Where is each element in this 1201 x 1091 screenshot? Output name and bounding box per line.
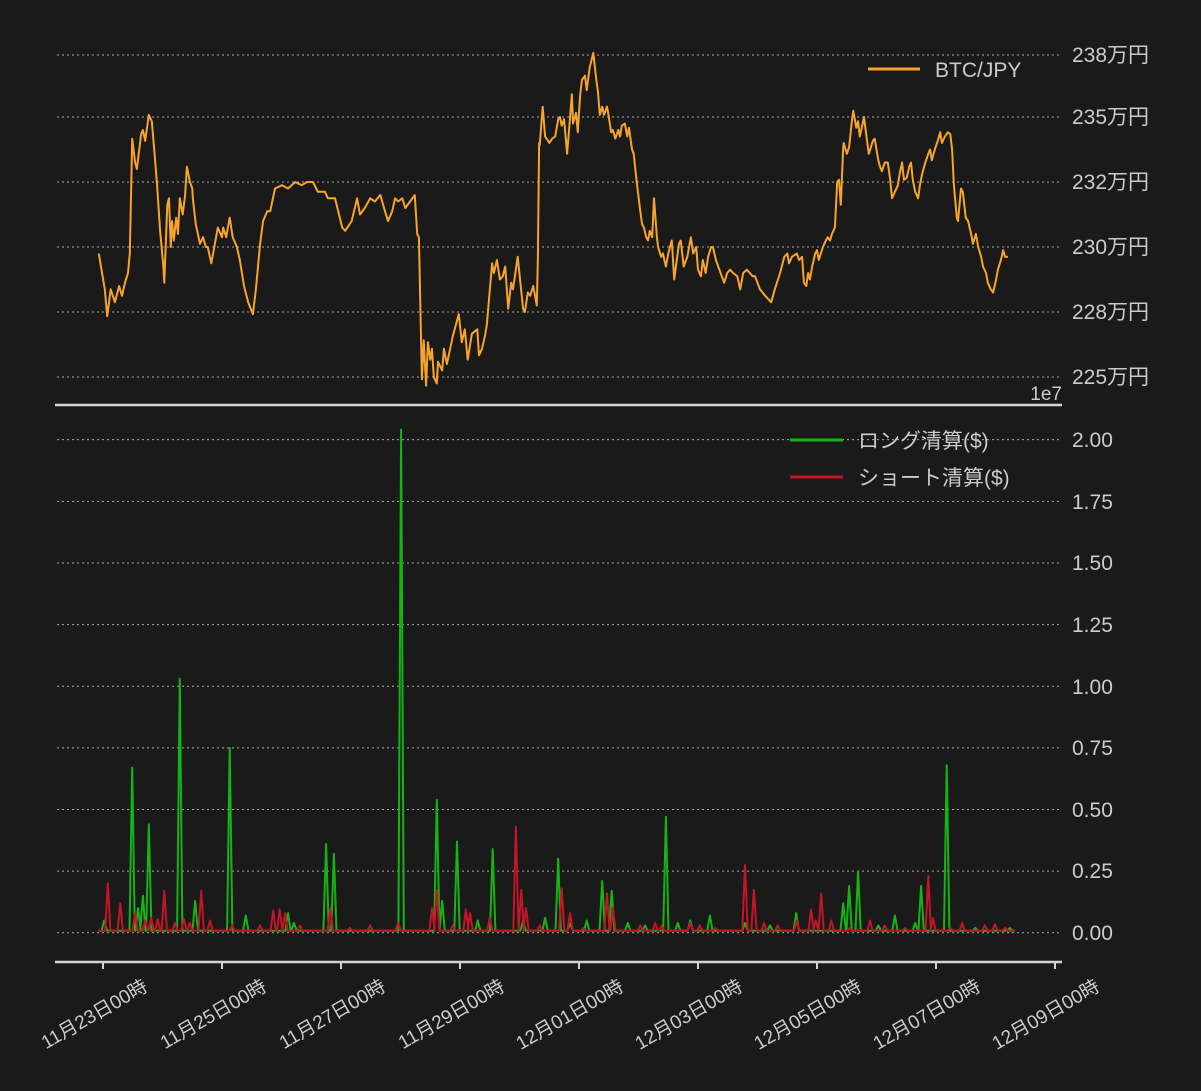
- top-gridlines: [57, 54, 1062, 378]
- btcjpy-line: [97, 51, 1008, 387]
- short-legend-label: ショート清算($): [858, 467, 1010, 490]
- top-panel: 238万円 235万円 232万円 230万円 228万円 225万円 BTC/…: [55, 44, 1149, 407]
- bot-ytick-050: 0.50: [1072, 799, 1113, 822]
- y-axis-offset-label: 1e7: [1030, 384, 1062, 405]
- bot-ytick-075: 0.75: [1072, 737, 1113, 760]
- top-ytick-230: 230万円: [1072, 236, 1149, 259]
- bottom-gridlines: [57, 439, 1062, 934]
- bottom-panel: 1e7 2.00 1.75 1.50 1.25 1.00 0.75 0.50 0…: [55, 384, 1113, 969]
- btcjpy-legend-label: BTC/JPY: [935, 59, 1021, 82]
- xtick-1209: 12月09日00時: [988, 975, 1103, 1054]
- bot-ytick-025: 0.25: [1072, 860, 1113, 883]
- top-ytick-232: 232万円: [1072, 171, 1149, 194]
- liquidation-series-group: [98, 428, 1016, 932]
- x-axis-labels: 11月23日00時 11月25日00時 11月27日00時 11月29日00時 …: [37, 975, 1103, 1054]
- xtick-1125: 11月25日00時: [156, 975, 270, 1054]
- short-liquidation-line: [98, 825, 1016, 932]
- bot-ytick-175: 1.75: [1072, 491, 1113, 514]
- xtick-1207: 12月07日00時: [869, 975, 984, 1054]
- bot-ytick-150: 1.50: [1072, 552, 1113, 575]
- x-tick-marks: [102, 963, 1056, 969]
- top-ytick-225: 225万円: [1072, 366, 1149, 389]
- bot-ytick-000: 0.00: [1072, 922, 1113, 945]
- xtick-1203: 12月03日00時: [631, 975, 746, 1054]
- bottom-legend: ロング清算($) ショート清算($): [790, 430, 1010, 490]
- bot-ytick-100: 1.00: [1072, 676, 1113, 699]
- top-ytick-228: 228万円: [1072, 301, 1149, 324]
- long-liquidation-line: [98, 428, 1016, 932]
- xtick-1123: 11月23日00時: [37, 975, 151, 1054]
- long-legend-label: ロング清算($): [858, 430, 989, 453]
- xtick-1127: 11月27日00時: [275, 975, 389, 1054]
- top-ytick-235: 235万円: [1072, 106, 1149, 129]
- xtick-1129: 11月29日00時: [394, 975, 508, 1054]
- top-ytick-238: 238万円: [1072, 44, 1149, 67]
- btcjpy-series-group: [97, 51, 1008, 387]
- bot-ytick-125: 1.25: [1072, 614, 1113, 637]
- xtick-1201: 12月01日00時: [512, 975, 627, 1054]
- bot-ytick-200: 2.00: [1072, 429, 1113, 452]
- xtick-1205: 12月05日00時: [750, 975, 865, 1054]
- top-legend: BTC/JPY: [868, 59, 1021, 82]
